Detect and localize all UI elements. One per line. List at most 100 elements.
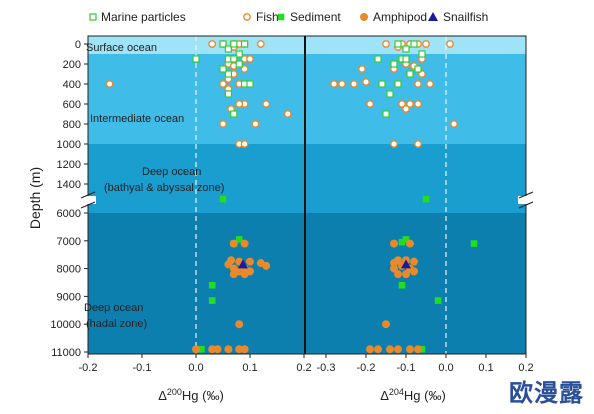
fish-point [208, 40, 217, 48]
marine-particles-point [230, 55, 238, 63]
marine-particles-point [390, 60, 398, 68]
legend: Marine particles Fish Sediment Amphipod Snai… [89, 10, 488, 24]
sediment-point [422, 195, 430, 203]
sediment-point [398, 281, 406, 289]
x-tick-label: -0.2 [79, 362, 98, 374]
x-tick-label: -0.1 [397, 362, 416, 374]
marine-particles-point [386, 90, 394, 98]
marine-particles-point [374, 55, 382, 63]
fish-point [283, 110, 292, 118]
snailfish-point [401, 259, 411, 269]
watermark-logo: 欧漫露 [509, 379, 584, 407]
axis-break-mark [80, 191, 96, 199]
y-tick-label: 9000 [57, 291, 81, 303]
marine-particles-point [230, 40, 238, 48]
y-tick-label: 11000 [51, 347, 81, 359]
fish-point [256, 40, 265, 48]
fish-point [398, 100, 406, 108]
axis-break-mark [518, 201, 534, 209]
marine-particles-point [414, 65, 422, 73]
amphipod-point [382, 320, 390, 329]
y-tick-label: 7000 [57, 236, 81, 248]
y-tick-label: 10000 [50, 319, 81, 331]
legend-label: Amphipod [373, 10, 427, 24]
fish-point [414, 140, 422, 148]
y-tick-label: 1400 [57, 179, 81, 191]
x-tick-label: 0.1 [478, 362, 493, 374]
sediment-point [198, 345, 205, 353]
amphipod-point [390, 264, 398, 273]
marine-particles-point [394, 80, 402, 88]
fish-point [240, 140, 249, 148]
fish-point [219, 120, 227, 128]
fish-point [366, 100, 374, 108]
amphipod-point [192, 345, 200, 354]
x-tick-label: -0.1 [133, 362, 152, 374]
marine-particles-point [219, 65, 227, 73]
zone-label-deep-1: Deep ocean [142, 166, 201, 178]
fish-point [240, 65, 249, 73]
x-label-right-delta: Δ [380, 388, 389, 403]
amphipod-point [229, 239, 238, 248]
background-zones [88, 36, 526, 354]
zone-label-intermediate: Intermediate ocean [90, 113, 184, 125]
zone-label-surface: Surface ocean [86, 42, 157, 54]
fish-point [358, 65, 366, 73]
x-axis-label-left: Δ200Hg (‰) [158, 387, 224, 403]
amphipod-point [394, 345, 402, 354]
amphipod-point [208, 345, 217, 354]
sediment-point [434, 297, 442, 304]
fish-point [251, 120, 260, 128]
x-tick-label: 0.0 [188, 362, 203, 374]
amphipod-point [410, 257, 418, 266]
amphipod-point [240, 239, 249, 248]
fish-point [422, 40, 430, 48]
legend-label: Sediment [290, 10, 341, 24]
x-tick-label: 0.0 [438, 362, 453, 374]
marine-particles-point [378, 80, 386, 88]
marine-particles-point [230, 110, 238, 118]
fish-point [382, 40, 390, 48]
data-points [105, 40, 478, 354]
amphipod-point [224, 345, 233, 354]
amphipod-point [386, 345, 394, 354]
marine-particles-point [418, 50, 426, 58]
fish-point [105, 80, 114, 88]
amphipod-point [374, 345, 382, 354]
y-tick-label: 800 [63, 119, 81, 131]
y-tick-label: 200 [63, 59, 81, 71]
amphipod-point [366, 345, 374, 354]
marine-particles-point [224, 90, 232, 98]
axis-break-gap [518, 196, 534, 204]
amphipod-point [246, 267, 254, 276]
fish-point [219, 80, 227, 88]
fish-point [338, 80, 346, 88]
marine-particles-point [246, 80, 254, 88]
marine-particles-point [402, 45, 410, 53]
amphipod-point [402, 270, 410, 279]
fish-point [350, 80, 358, 88]
x-axis-label-right: Δ204Hg (‰) [380, 387, 446, 403]
marine-particles-point [241, 40, 249, 48]
legend-marker-fish [243, 13, 251, 21]
x-label-right-mass: 204 [389, 387, 404, 397]
legend-label: Snailfish [443, 10, 488, 24]
legend-marker-sediment [277, 13, 285, 21]
fish-point [235, 100, 244, 108]
fish-point [426, 80, 434, 88]
fish-point [246, 55, 254, 63]
legend-marker-marine-particles [89, 13, 97, 21]
marine-particles-point [224, 70, 232, 78]
marine-particles-point [402, 55, 410, 63]
marine-particles-point [406, 70, 414, 78]
amphipod-point [235, 320, 244, 329]
fish-point [414, 100, 422, 108]
sediment-point [219, 195, 227, 203]
marine-particles-point [219, 40, 227, 48]
amphipod-point [224, 260, 233, 269]
amphipod-point [240, 345, 249, 354]
axes: 0 200 400 600 800 1000 1200 1400 6000 7000 8000 900… [50, 35, 534, 374]
snailfish-point [237, 259, 248, 269]
x-label-left-unit: Hg (‰) [182, 388, 224, 403]
